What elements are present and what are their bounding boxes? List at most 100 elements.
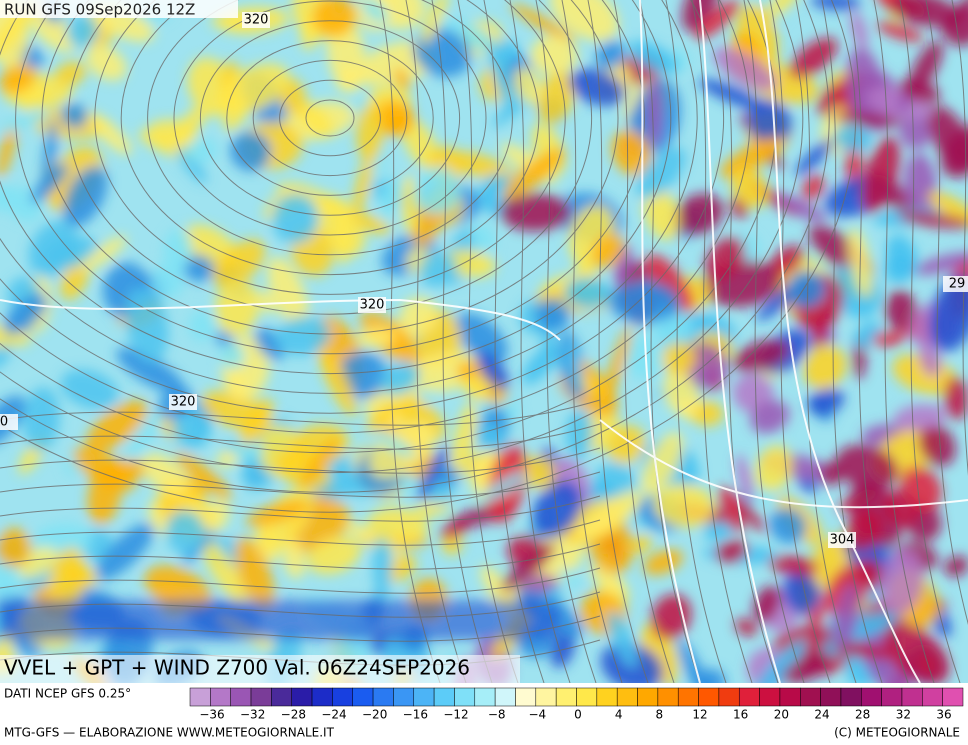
streamline: [951, 0, 968, 476]
field-blob: [299, 437, 340, 489]
streamline: [94, 0, 566, 295]
streamline: [199, 20, 461, 216]
field-blob: [48, 547, 86, 615]
field-blob: [641, 432, 683, 496]
streamline: [0, 447, 601, 474]
field-blob: [911, 252, 968, 276]
field-blob: [607, 425, 646, 464]
streamline: [173, 0, 487, 236]
streamline: [405, 0, 467, 683]
streamline: [613, 0, 675, 683]
streamline: [279, 79, 381, 157]
field-blob: [653, 484, 716, 528]
field-blob: [530, 35, 578, 76]
field-blob: [940, 125, 968, 178]
field-blob: [876, 21, 923, 42]
field-blob: [871, 331, 905, 347]
field-blob: [0, 63, 37, 94]
streamline: [67, 0, 593, 315]
field-blob: [509, 3, 576, 43]
colorbar-swatch: [372, 687, 394, 707]
colorbar-label: −24: [321, 708, 346, 722]
map-title: VVEL + GPT + WIND Z700 Val. 06Z24SEP2026: [4, 656, 470, 680]
field-blob: [732, 339, 789, 372]
colorbar: [189, 687, 964, 707]
field-blob: [735, 454, 754, 503]
colorbar-swatch: [820, 687, 842, 707]
field-blob: [219, 342, 245, 370]
streamline: [41, 0, 619, 335]
field-blob: [646, 77, 663, 148]
field-blob: [899, 113, 932, 150]
colorbar-swatch: [881, 687, 903, 707]
streamline: [639, 0, 701, 683]
field-blob: [776, 193, 827, 223]
field-blob: [85, 400, 148, 453]
map-title-bg: [0, 655, 520, 683]
streamline: [795, 0, 857, 683]
field-blob: [718, 486, 745, 533]
field-blob: [80, 235, 127, 272]
field-blob: [60, 369, 119, 410]
field-band: [0, 600, 560, 640]
contour-label: 320: [171, 395, 196, 410]
field-blob: [0, 528, 32, 568]
field-blob: [216, 63, 290, 115]
field-blob: [807, 388, 845, 415]
field-blob: [898, 211, 968, 229]
field-blob: [479, 471, 527, 503]
field-blob: [769, 507, 807, 544]
colorbar-label: 28: [855, 708, 870, 722]
field-blob: [200, 537, 247, 606]
contour-label-bg: [828, 532, 856, 548]
colorbar-label: 20: [774, 708, 789, 722]
colorbar-swatch: [230, 687, 252, 707]
streamline: [0, 495, 601, 522]
contour-label-bg: [242, 12, 270, 28]
field-blob: [730, 167, 769, 208]
streamline: [0, 0, 830, 493]
contour-label: 320: [360, 298, 385, 313]
streamline: [0, 0, 751, 434]
colorbar-swatch: [637, 687, 659, 707]
field-blob: [379, 173, 403, 221]
legend-source: DATI NCEP GFS 0.25°: [4, 687, 131, 701]
colorbar-swatch: [942, 687, 964, 707]
field-blob: [230, 131, 272, 172]
colorbar-swatch: [922, 687, 943, 707]
streamline: [717, 0, 779, 683]
colorbar-swatch: [454, 687, 476, 707]
colorbar-swatch: [576, 687, 598, 707]
colorbar-swatch: [210, 687, 231, 707]
field-blob: [782, 569, 820, 615]
field-blob: [882, 623, 950, 683]
contour-label-bg: [169, 394, 197, 410]
footer-left: MTG-GFS — ELABORAZIONE WWW.METEOGIORNALE…: [4, 726, 335, 740]
field-blob: [677, 638, 711, 683]
colorbar-swatch: [332, 687, 353, 707]
colorbar-swatch: [515, 687, 537, 707]
colorbar-swatch: [494, 687, 516, 707]
field-blob: [944, 376, 968, 420]
field-blob: [400, 297, 438, 334]
streamline: [0, 615, 601, 642]
field-blob: [472, 223, 496, 253]
streamline: [587, 0, 649, 683]
field-blob: [73, 446, 136, 492]
field-blob: [786, 269, 826, 309]
colorbar-label: −8: [488, 708, 506, 722]
field-blob: [176, 147, 208, 184]
streamline: [120, 0, 540, 276]
field-blob: [188, 310, 215, 342]
field-blob: [690, 400, 724, 427]
streamline: [305, 99, 355, 137]
contour-label-bg: [0, 414, 18, 430]
field-blob: [334, 206, 352, 265]
field-blob: [565, 408, 594, 459]
colorbar-label: −28: [281, 708, 306, 722]
field-blob: [150, 263, 185, 299]
field-blob: [501, 543, 555, 592]
colorbar-swatch: [596, 687, 618, 707]
field-blob: [440, 520, 469, 539]
field-blob: [312, 0, 357, 37]
